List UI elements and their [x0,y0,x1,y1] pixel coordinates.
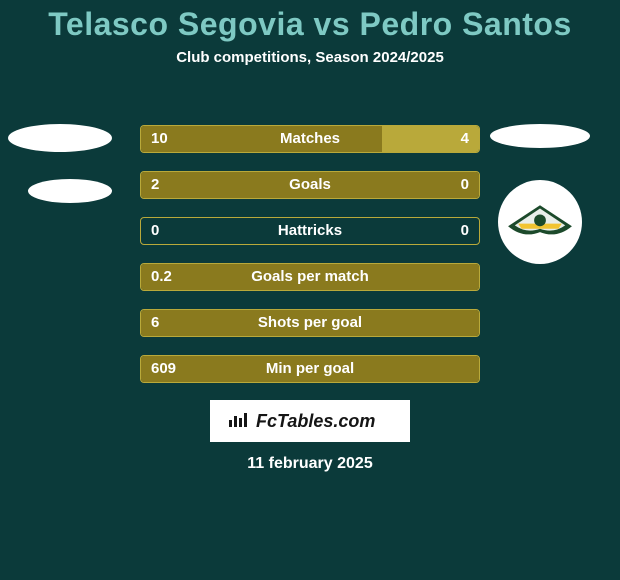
brand-box: FcTables.com [210,400,410,442]
right-club-logo-1 [490,124,590,148]
bar-row: Goals2 0 [140,171,480,199]
right-club-badge [498,180,582,264]
bar-label: Min per goal [141,356,479,382]
bar-value-left: 0.2 [151,264,172,290]
comparison-bars: Matches104Goals20Hattricks00Goals per ma… [140,125,480,401]
date-text: 11 february 2025 [247,455,372,473]
subtitle: Club competitions, Season 2024/2025 [0,49,620,66]
bar-value-left: 2 [151,172,159,198]
bar-label: Goals [141,172,479,198]
brand-chart-icon [228,410,250,433]
bar-label: Goals per match [141,264,479,290]
bar-value-left: 10 [151,126,168,152]
page-title: Telasco Segovia vs Pedro Santos [0,0,620,43]
left-club-logo-2 [28,179,112,203]
brand-text: FcTables.com [256,411,375,432]
bar-value-left: 609 [151,356,176,382]
bar-row: Min per goal609 [140,355,480,383]
bar-value-right: 0 [461,218,469,244]
bar-label: Shots per goal [141,310,479,336]
bar-value-left: 6 [151,310,159,336]
bar-row: Shots per goal6 [140,309,480,337]
bar-row: Hattricks0 0 [140,217,480,245]
bar-value-right: 0 [461,172,469,198]
bar-label: Matches [141,126,479,152]
bar-row: Goals per match0.2 [140,263,480,291]
canvas: Telasco Segovia vs Pedro Santos Club com… [0,0,620,580]
bar-value-left: 0 [151,218,159,244]
club-badge-icon [498,180,582,264]
bar-value-right: 4 [461,126,469,152]
bar-row: Matches10 4 [140,125,480,153]
bar-label: Hattricks [141,218,479,244]
left-club-logo-1 [8,124,112,152]
